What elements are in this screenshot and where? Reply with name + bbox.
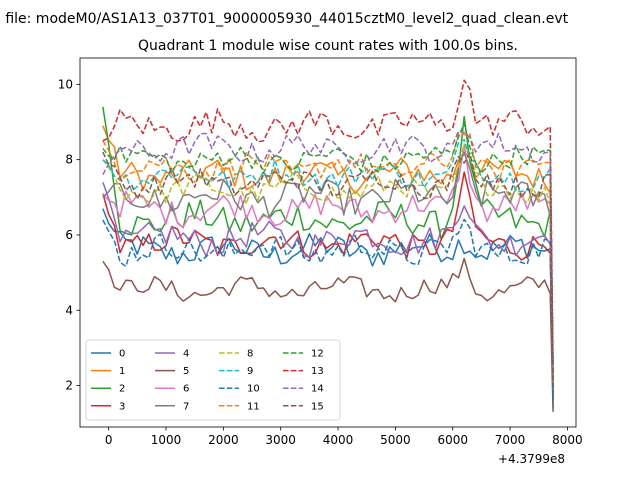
x-tick-label: 3000	[265, 433, 296, 447]
series-line-5	[102, 257, 554, 412]
y-tick-label: 6	[65, 228, 73, 242]
x-tick-label: 6000	[437, 433, 468, 447]
series-line-0	[102, 208, 554, 409]
series-line-11	[102, 132, 554, 382]
series-line-1	[102, 125, 554, 390]
legend-label-14: 14	[311, 384, 324, 395]
legend-label-1: 1	[119, 366, 125, 377]
legend-label-8: 8	[247, 349, 253, 360]
series-line-3	[102, 171, 554, 401]
x-tick-label: 7000	[495, 433, 526, 447]
legend-label-4: 4	[183, 349, 189, 360]
y-tick-label: 2	[65, 379, 73, 393]
legend-label-13: 13	[311, 366, 324, 377]
legend-label-11: 11	[247, 401, 260, 412]
series-line-9	[102, 139, 554, 371]
y-tick-label: 10	[58, 77, 73, 91]
legend-label-12: 12	[311, 349, 324, 360]
legend-label-9: 9	[247, 366, 253, 377]
chart-title: Quadrant 1 module wise count rates with …	[138, 38, 518, 54]
legend-label-3: 3	[119, 401, 125, 412]
series-line-15	[102, 151, 554, 386]
series-line-12	[102, 122, 554, 375]
x-tick-label: 4000	[323, 433, 354, 447]
legend-label-10: 10	[247, 384, 260, 395]
x-tick-label: 5000	[380, 433, 411, 447]
y-tick-label: 4	[65, 303, 73, 317]
legend-label-7: 7	[183, 401, 189, 412]
figure-suptitle: n file: modeM0/AS1A13_037T01_9000005930_…	[0, 11, 569, 27]
x-tick-label: 0	[105, 433, 113, 447]
legend-label-2: 2	[119, 384, 125, 395]
x-axis-offset-label: +4.3799e8	[498, 452, 566, 466]
series-line-14	[102, 130, 554, 379]
series-line-10	[102, 218, 554, 401]
series-line-4	[102, 182, 554, 394]
axes-frame	[79, 57, 577, 428]
y-tick-label: 8	[65, 153, 73, 167]
series-line-7	[102, 151, 554, 390]
legend-label-15: 15	[311, 401, 324, 412]
x-tick-label: 2000	[208, 433, 239, 447]
x-tick-label: 1000	[151, 433, 182, 447]
series-line-13	[102, 79, 554, 364]
legend-label-5: 5	[183, 366, 189, 377]
legend-label-6: 6	[183, 384, 189, 395]
x-tick-label: 8000	[552, 433, 583, 447]
legend-box	[85, 339, 341, 421]
legend-label-0: 0	[119, 349, 125, 360]
